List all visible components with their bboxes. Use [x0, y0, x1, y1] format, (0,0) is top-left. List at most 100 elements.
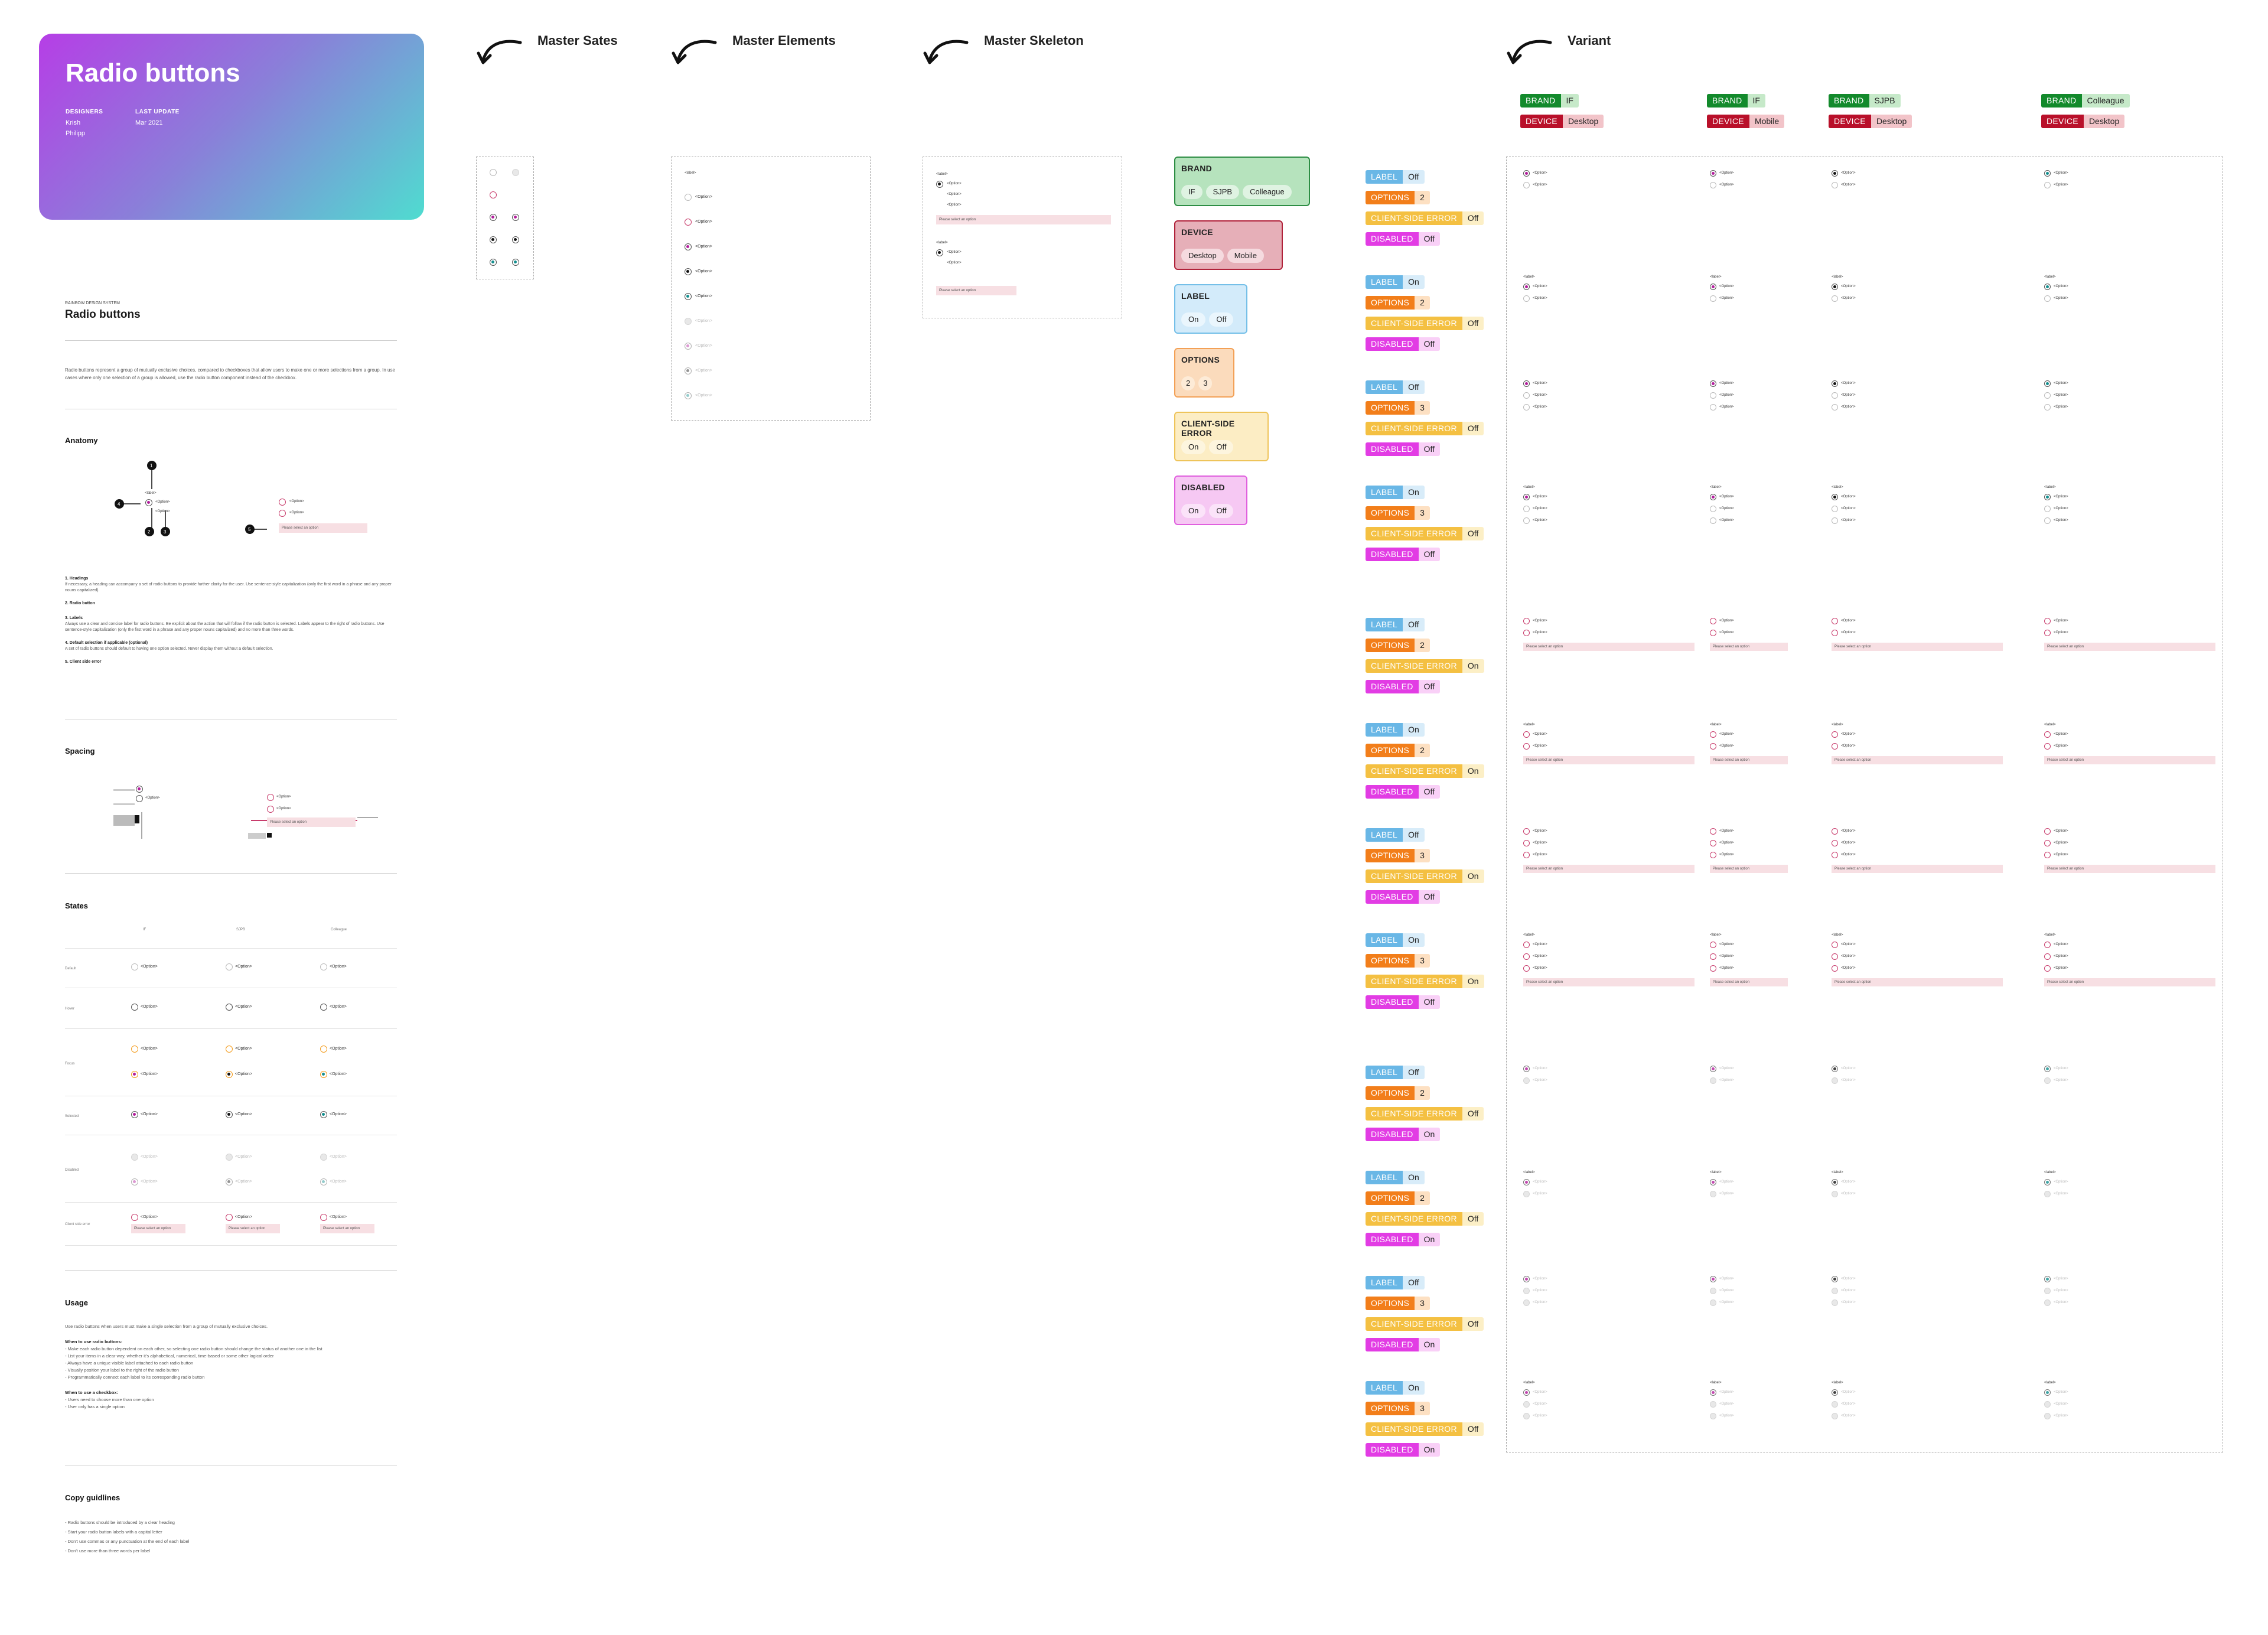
- variant-radio[interactable]: [2044, 731, 2051, 738]
- state-radio[interactable]: [226, 963, 233, 970]
- chip-cse-off[interactable]: Off: [1209, 440, 1234, 454]
- variant-radio[interactable]: [1832, 852, 1838, 858]
- variant-radio[interactable]: [1832, 170, 1838, 177]
- variant-radio[interactable]: [1523, 618, 1530, 624]
- variant-radio[interactable]: [2044, 517, 2051, 524]
- state-radio[interactable]: [320, 963, 327, 970]
- element-radio[interactable]: [685, 268, 692, 275]
- variant-radio[interactable]: [1832, 392, 1838, 399]
- state-radio[interactable]: [131, 1214, 138, 1221]
- state-radio[interactable]: [131, 1071, 138, 1078]
- state-radio[interactable]: [131, 1046, 138, 1053]
- variant-radio[interactable]: [2044, 494, 2051, 500]
- state-radio[interactable]: [226, 1004, 233, 1011]
- variant-radio[interactable]: [1710, 743, 1716, 750]
- variant-radio[interactable]: [2044, 182, 2051, 188]
- state-radio[interactable]: [226, 1046, 233, 1053]
- variant-radio[interactable]: [1523, 506, 1530, 512]
- variant-radio[interactable]: [1710, 942, 1716, 948]
- variant-radio[interactable]: [1832, 494, 1838, 500]
- chip-options-2[interactable]: 2: [1181, 376, 1195, 390]
- variant-radio[interactable]: [1523, 965, 1530, 972]
- variant-radio[interactable]: [1523, 380, 1530, 387]
- element-radio[interactable]: [685, 219, 692, 226]
- state-radio[interactable]: [320, 1214, 327, 1221]
- variant-radio[interactable]: [1832, 380, 1838, 387]
- state-radio[interactable]: [131, 1111, 138, 1118]
- variant-radio[interactable]: [2044, 404, 2051, 411]
- variant-radio[interactable]: [1832, 517, 1838, 524]
- state-radio-selected-sjpb[interactable]: [512, 236, 519, 243]
- variant-radio[interactable]: [2044, 840, 2051, 846]
- variant-radio[interactable]: [1832, 182, 1838, 188]
- chip-label-off[interactable]: Off: [1209, 312, 1234, 327]
- state-radio-selected-if[interactable]: [512, 214, 519, 221]
- chip-label-on[interactable]: On: [1181, 312, 1206, 327]
- variant-radio[interactable]: [2044, 284, 2051, 290]
- chip-device-desktop[interactable]: Desktop: [1181, 249, 1224, 263]
- variant-radio[interactable]: [1832, 295, 1838, 302]
- skeleton-radio[interactable]: [936, 181, 943, 188]
- variant-radio[interactable]: [1710, 182, 1716, 188]
- state-radio-selected-sjpb[interactable]: [490, 236, 497, 243]
- variant-radio[interactable]: [1523, 170, 1530, 177]
- variant-radio[interactable]: [1523, 743, 1530, 750]
- variant-radio[interactable]: [1523, 852, 1530, 858]
- variant-radio[interactable]: [1523, 953, 1530, 960]
- state-radio[interactable]: [320, 1046, 327, 1053]
- variant-radio[interactable]: [1832, 618, 1838, 624]
- variant-radio[interactable]: [1523, 731, 1530, 738]
- variant-radio[interactable]: [1710, 840, 1716, 846]
- variant-radio[interactable]: [2044, 852, 2051, 858]
- chip-options-3[interactable]: 3: [1198, 376, 1213, 390]
- state-radio-selected-if[interactable]: [490, 214, 497, 221]
- state-radio-error[interactable]: [490, 191, 497, 198]
- variant-radio[interactable]: [1832, 506, 1838, 512]
- state-radio[interactable]: [320, 1004, 327, 1011]
- variant-radio[interactable]: [2044, 392, 2051, 399]
- variant-radio[interactable]: [1832, 840, 1838, 846]
- variant-radio[interactable]: [1710, 392, 1716, 399]
- variant-radio[interactable]: [2044, 630, 2051, 636]
- variant-radio[interactable]: [1710, 506, 1716, 512]
- state-radio[interactable]: [131, 963, 138, 970]
- state-radio[interactable]: [226, 1214, 233, 1221]
- variant-radio[interactable]: [1523, 494, 1530, 500]
- variant-radio[interactable]: [2044, 295, 2051, 302]
- variant-radio[interactable]: [1710, 380, 1716, 387]
- element-radio[interactable]: [685, 194, 692, 201]
- variant-radio[interactable]: [1710, 404, 1716, 411]
- variant-radio[interactable]: [1710, 828, 1716, 835]
- variant-radio[interactable]: [1710, 953, 1716, 960]
- variant-radio[interactable]: [2044, 380, 2051, 387]
- variant-radio[interactable]: [1523, 392, 1530, 399]
- variant-radio[interactable]: [1710, 965, 1716, 972]
- variant-radio[interactable]: [1832, 942, 1838, 948]
- chip-brand-colleague[interactable]: Colleague: [1243, 185, 1292, 199]
- chip-device-mobile[interactable]: Mobile: [1227, 249, 1264, 263]
- variant-radio[interactable]: [1832, 284, 1838, 290]
- variant-radio[interactable]: [1523, 630, 1530, 636]
- variant-radio[interactable]: [1832, 743, 1838, 750]
- variant-radio[interactable]: [1710, 494, 1716, 500]
- variant-radio[interactable]: [1523, 828, 1530, 835]
- state-radio[interactable]: [226, 1071, 233, 1078]
- chip-disabled-on[interactable]: On: [1181, 504, 1206, 518]
- variant-radio[interactable]: [1710, 295, 1716, 302]
- variant-radio[interactable]: [1523, 517, 1530, 524]
- state-radio[interactable]: [320, 1071, 327, 1078]
- variant-radio[interactable]: [1523, 284, 1530, 290]
- element-radio[interactable]: [685, 243, 692, 250]
- variant-radio[interactable]: [2044, 828, 2051, 835]
- chip-brand-sjpb[interactable]: SJPB: [1205, 185, 1240, 199]
- variant-radio[interactable]: [1710, 731, 1716, 738]
- variant-radio[interactable]: [1523, 182, 1530, 188]
- state-radio[interactable]: [320, 1111, 327, 1118]
- state-radio-selected-colleague[interactable]: [512, 259, 519, 266]
- variant-radio[interactable]: [1710, 170, 1716, 177]
- variant-radio[interactable]: [1710, 630, 1716, 636]
- variant-radio[interactable]: [1710, 517, 1716, 524]
- chip-disabled-off[interactable]: Off: [1209, 504, 1234, 518]
- variant-radio[interactable]: [1523, 404, 1530, 411]
- variant-radio[interactable]: [2044, 618, 2051, 624]
